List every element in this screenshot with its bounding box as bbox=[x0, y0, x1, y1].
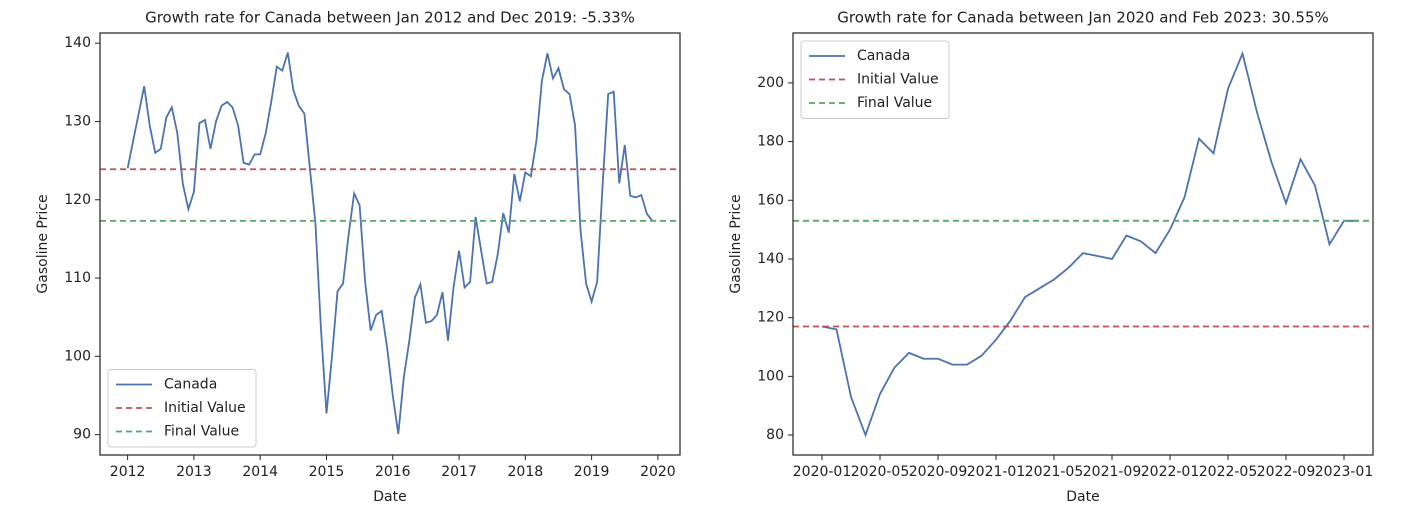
x-tick-label: 2017 bbox=[441, 464, 477, 480]
plot-area bbox=[100, 52, 680, 434]
y-axis-label: Gasoline Price bbox=[728, 194, 744, 293]
y-tick-label: 140 bbox=[757, 251, 784, 267]
y-tick-label: 90 bbox=[73, 427, 91, 443]
y-tick-label: 160 bbox=[757, 192, 784, 208]
legend-label: Canada bbox=[857, 48, 910, 64]
data-line bbox=[126, 52, 654, 434]
chart-title: Growth rate for Canada between Jan 2020 … bbox=[837, 9, 1329, 27]
x-tick-label: 2016 bbox=[375, 464, 411, 480]
legend-box bbox=[107, 369, 257, 448]
y-tick-label: 100 bbox=[757, 368, 784, 384]
x-tick-label: 2022-09 bbox=[1257, 464, 1316, 480]
y-tick-label: 120 bbox=[64, 192, 91, 208]
x-tick-label: 2022-01 bbox=[1141, 464, 1200, 480]
chart-title: Growth rate for Canada between Jan 2012 … bbox=[145, 9, 635, 27]
y-tick-label: 130 bbox=[64, 113, 91, 129]
legend: Canada Initial Value Final Value bbox=[800, 40, 950, 119]
legend-label: Final Value bbox=[164, 424, 239, 440]
x-tick-label: 2020-01 bbox=[793, 464, 852, 480]
legend-box bbox=[800, 40, 950, 119]
y-tick-label: 180 bbox=[757, 134, 784, 150]
x-tick-label: 2020-05 bbox=[851, 464, 910, 480]
x-tick-label: 2014 bbox=[242, 464, 278, 480]
y-tick-label: 110 bbox=[64, 270, 91, 286]
y-tick-label: 80 bbox=[766, 427, 784, 443]
y-axis-label: Gasoline Price bbox=[35, 194, 51, 293]
legend-label: Initial Value bbox=[857, 72, 939, 88]
x-tick-label: 2022-05 bbox=[1199, 464, 1258, 480]
x-tick-label: 2019 bbox=[574, 464, 610, 480]
y-tick-label: 200 bbox=[757, 75, 784, 91]
axes-frame bbox=[792, 32, 1374, 456]
legend-label: Initial Value bbox=[164, 400, 246, 416]
x-tick-label: 2012 bbox=[110, 464, 146, 480]
x-tick-label: 2021-09 bbox=[1083, 464, 1142, 480]
legend-label: Final Value bbox=[857, 95, 932, 111]
x-tick-label: 2023-01 bbox=[1315, 464, 1374, 480]
y-tick-label: 120 bbox=[757, 310, 784, 326]
legend: Canada Initial Value Final Value bbox=[107, 369, 257, 448]
x-axis-label: Date bbox=[1066, 489, 1099, 505]
x-tick-label: 2013 bbox=[176, 464, 212, 480]
plot-area bbox=[793, 50, 1373, 438]
axes-frame bbox=[99, 32, 681, 456]
y-tick-label: 100 bbox=[64, 348, 91, 364]
x-axis-label: Date bbox=[373, 489, 406, 505]
legend-label: Canada bbox=[164, 377, 217, 393]
x-tick-label: 2020-09 bbox=[909, 464, 968, 480]
x-tick-label: 2015 bbox=[309, 464, 345, 480]
y-tick-label: 140 bbox=[64, 35, 91, 51]
x-tick-label: 2021-05 bbox=[1025, 464, 1084, 480]
subplot: Growth rate for Canada between Jan 2012 … bbox=[35, 9, 681, 505]
x-tick-label: 2021-01 bbox=[967, 464, 1026, 480]
x-tick-label: 2018 bbox=[508, 464, 544, 480]
x-tick-label: 2020 bbox=[640, 464, 676, 480]
data-line bbox=[821, 50, 1359, 438]
subplot: Growth rate for Canada between Jan 2020 … bbox=[728, 9, 1374, 505]
